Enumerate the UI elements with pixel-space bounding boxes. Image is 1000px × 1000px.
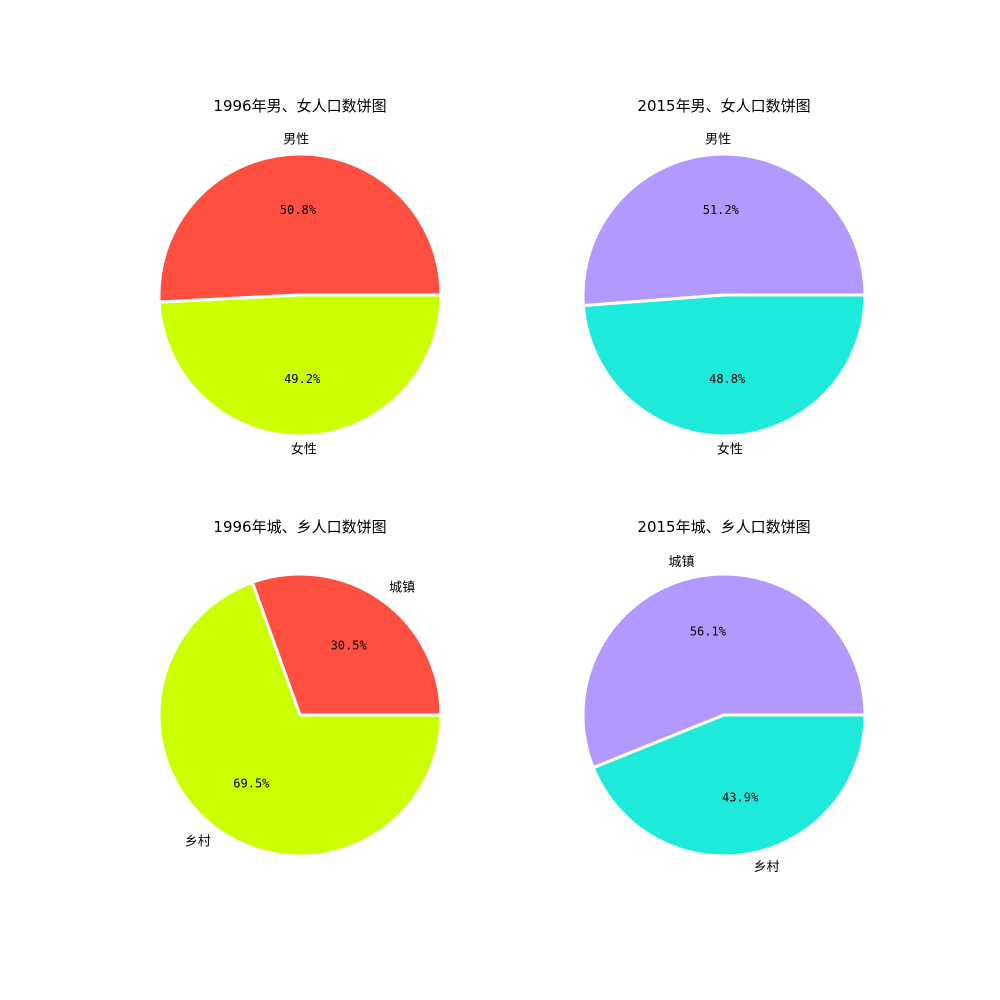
slice-percent-label: 50.8%	[280, 203, 317, 217]
pie-slice	[250, 572, 443, 717]
pie-slice	[591, 713, 867, 858]
chart-title-2015-gender: 2015年男、女人口数饼图	[637, 97, 811, 115]
slice-label: 女性	[291, 442, 317, 458]
slice-label: 男性	[283, 132, 309, 147]
slice-label: 男性	[705, 133, 731, 148]
slice-percent-label: 30.5%	[331, 638, 368, 652]
slice-percent-label: 49.2%	[284, 372, 321, 386]
pie-1996-gender: 男性 50.8% 女性 49.2%	[157, 132, 443, 458]
pie-slice	[581, 293, 867, 438]
pie-slice	[157, 152, 443, 304]
slice-percent-label: 56.1%	[690, 624, 727, 638]
pie-2015-gender: 男性 51.2% 女性 48.8%	[581, 133, 867, 457]
chart-title-1996-urban-rural: 1996年城、乡人口数饼图	[213, 518, 387, 536]
chart-title-1996-gender: 1996年男、女人口数饼图	[213, 97, 387, 115]
pie-slice	[581, 572, 867, 770]
slice-label: 城镇	[389, 581, 415, 596]
slice-label: 乡村	[754, 860, 780, 875]
pie-slice	[157, 580, 443, 858]
chart-title-2015-urban-rural: 2015年城、乡人口数饼图	[637, 518, 811, 536]
slice-label: 女性	[717, 441, 743, 457]
slice-label: 城镇	[668, 555, 694, 570]
pie-1996-urban-rural: 城镇 30.5% 乡村 69.5%	[157, 572, 443, 858]
slice-percent-label: 43.9%	[722, 791, 759, 805]
slice-percent-label: 69.5%	[233, 777, 270, 791]
pie-slice	[581, 152, 867, 308]
slice-label: 乡村	[185, 834, 211, 849]
slice-percent-label: 51.2%	[703, 203, 740, 217]
pie-slice	[157, 293, 443, 438]
pie-2015-urban-rural: 城镇 56.1% 乡村 43.9%	[581, 555, 867, 875]
slice-percent-label: 48.8%	[709, 372, 746, 386]
